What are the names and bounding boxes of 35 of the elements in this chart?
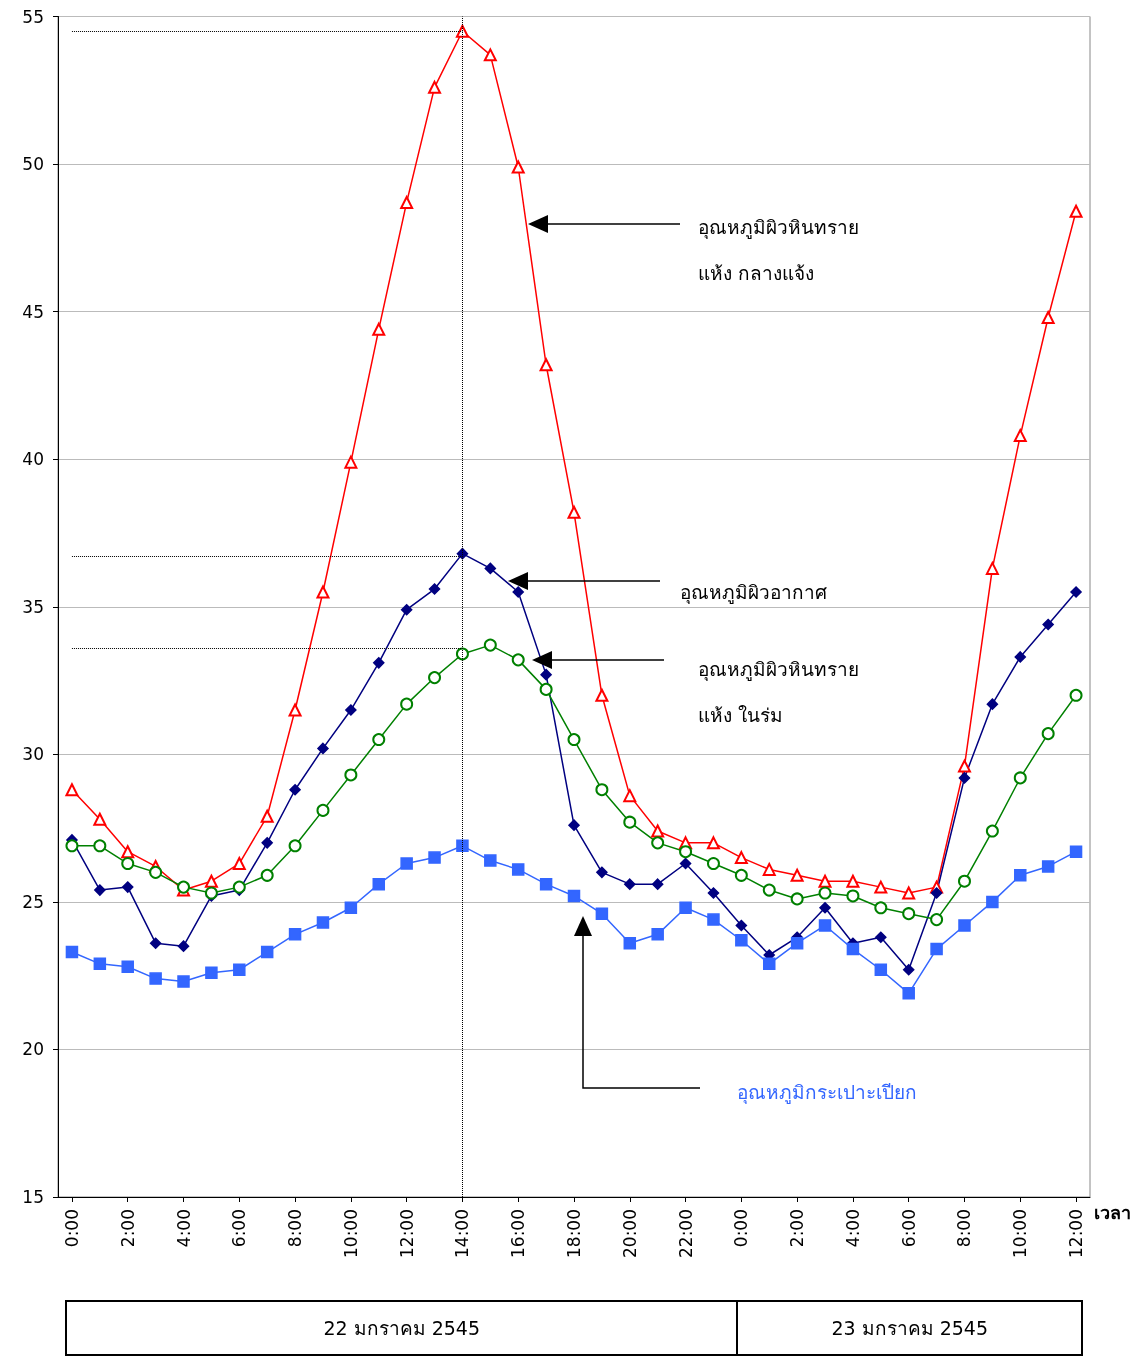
x-tick-label: 0:00 xyxy=(731,1209,752,1248)
y-tick-label: 45 xyxy=(22,301,44,322)
y-tick-label: 50 xyxy=(22,154,44,175)
y-tick-label: 30 xyxy=(22,744,44,765)
x-tick-label: 18:00 xyxy=(564,1209,584,1258)
x-tick-label: 22:00 xyxy=(675,1209,696,1258)
text: อุณหภูมิผิวหินทราย แห้ง ในร่ม xyxy=(698,658,859,726)
text: 23 มกราคม 2545 xyxy=(736,1302,1081,1354)
x-tick-label: 2:00 xyxy=(787,1209,808,1248)
y-tick-label: 15 xyxy=(22,1187,44,1207)
x-tick-label: 10:00 xyxy=(1010,1209,1031,1258)
y-tick-label: 35 xyxy=(22,596,44,617)
x-tick-label: 12:00 xyxy=(1066,1209,1087,1258)
text: อุณหภูมิผิวอากาศ xyxy=(680,581,827,605)
text: 22 มกราคม 2545 xyxy=(322,1316,481,1341)
x-tick-label: 4:00 xyxy=(173,1209,194,1248)
x-axis-title: เวลา xyxy=(1094,1201,1131,1223)
y-tick-label: 20 xyxy=(22,1039,44,1060)
x-tick-label: 20:00 xyxy=(619,1209,640,1258)
x-tick-label: 8:00 xyxy=(285,1209,306,1248)
x-tick-label: 0:00 xyxy=(61,1209,82,1248)
y-tick-label: 55 xyxy=(22,6,44,27)
text: อุณหภูมิกระเปาะเปียก xyxy=(737,1081,917,1105)
y-tick-label: 40 xyxy=(22,449,44,470)
x-tick-label: 2:00 xyxy=(117,1209,138,1248)
x-tick-label: 8:00 xyxy=(954,1209,975,1248)
x-tick-label: 16:00 xyxy=(508,1209,529,1258)
x-tick-label: 4:00 xyxy=(842,1209,863,1248)
x-tick-label: 12:00 xyxy=(396,1209,417,1258)
x-tick-label: 6:00 xyxy=(229,1209,250,1248)
x-tick-label: 6:00 xyxy=(898,1209,919,1248)
x-tick-label: 10:00 xyxy=(340,1209,361,1258)
y-tick-label: 25 xyxy=(22,891,44,912)
text: อุณหภูมิผิวหินทราย แห้ง กลางแจ้ง xyxy=(698,216,859,284)
x-tick-label: 14:00 xyxy=(452,1209,473,1258)
